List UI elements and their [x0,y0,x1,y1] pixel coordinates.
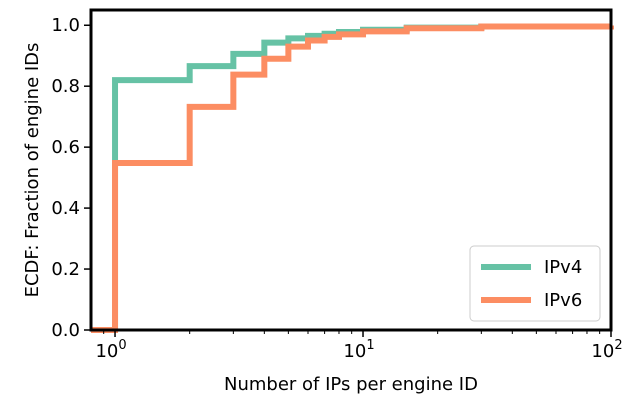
y-tick-label: 0.4 [51,198,80,219]
x-tick-label-base: 10 [95,341,118,362]
legend-label-ipv6: IPv6 [544,290,582,311]
x-tick-label-exponent: 2 [614,338,622,353]
x-tick-label-base: 10 [591,341,614,362]
y-tick-label: 0.8 [51,76,80,97]
plot-frame [89,8,613,332]
x-axis-ticks: 100 101 102 [95,330,623,362]
x-tick-label-base: 10 [343,341,366,362]
x-tick-label: 100 [95,338,126,362]
x-tick-label-exponent: 1 [366,338,374,353]
y-axis-ticks: 0.0 0.2 0.4 0.6 0.8 1.0 [51,15,91,341]
x-tick-label: 102 [591,338,622,362]
y-tick-label: 0.0 [51,320,80,341]
legend: IPv4 IPv6 [469,245,601,322]
x-axis-label: Number of IPs per engine ID [224,374,478,395]
x-tick-label: 101 [343,338,374,362]
y-tick-label: 0.2 [51,259,80,280]
y-axis-label: ECDF: Fraction of engine IDs [22,43,43,298]
legend-label-ipv4: IPv4 [544,257,582,278]
y-tick-label: 1.0 [51,15,80,36]
y-tick-label: 0.6 [51,137,80,158]
series-line-ipv6 [91,23,614,333]
series-layer [91,23,614,333]
x-tick-label-exponent: 0 [118,338,126,353]
